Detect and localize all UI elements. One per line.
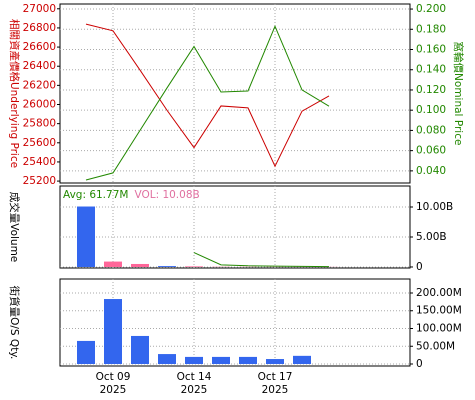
y2-tick-label: 0.160 [416, 44, 446, 56]
y-axis-label: 成交量Volume [8, 192, 21, 263]
y-tick-label: 25800 [23, 118, 56, 130]
y-tick-label: 0 [416, 358, 423, 370]
y2-tick-label: 0.080 [416, 124, 446, 136]
x-tick-label: Oct 09 2025 [95, 371, 131, 396]
bar [239, 356, 257, 365]
y-tick-label: 26800 [23, 22, 56, 34]
bar [131, 263, 149, 267]
y-tick-label: 25200 [23, 175, 56, 187]
y-axis-label: 街貨量O/S Qty. [8, 286, 21, 360]
y2-tick-label: 0.100 [416, 104, 446, 116]
plot-frame [59, 278, 411, 367]
y2-tick-label: 0.180 [416, 23, 446, 35]
y2-tick-label: 0.060 [416, 145, 446, 157]
plot-frame [59, 3, 411, 184]
annotation: VOL: 10.08B [134, 189, 199, 201]
y-tick-label: 26000 [23, 99, 56, 111]
y-tick-label: 26200 [23, 79, 56, 91]
series-line [85, 24, 330, 181]
bar [104, 299, 122, 365]
bar [158, 266, 176, 267]
y-tick-label: 5.00B [416, 231, 447, 243]
avg-line [193, 252, 330, 268]
bar [293, 355, 311, 365]
bar [77, 340, 95, 365]
y-tick-label: 10.00B [416, 201, 453, 213]
y-axis-label: 相關資產價格Underlying Price [8, 19, 21, 168]
x-tick-label: Oct 14 2025 [176, 371, 212, 396]
x-tick-label: Oct 17 2025 [257, 371, 293, 396]
y2-tick-label: 0.040 [416, 165, 446, 177]
bar [158, 354, 176, 365]
y-tick-label: 27000 [23, 3, 56, 15]
y2-axis-label: 窩輪價Nominal Price [452, 42, 465, 146]
bar [212, 356, 230, 365]
y-tick-label: 200.00M [416, 287, 462, 299]
y-tick-label: 50.00M [416, 340, 455, 352]
bar [77, 206, 95, 267]
y-tick-label: 25600 [23, 137, 56, 149]
bar [266, 359, 284, 365]
y-tick-label: 150.00M [416, 305, 462, 317]
y-tick-label: 26400 [23, 60, 56, 72]
y-tick-label: 26600 [23, 41, 56, 53]
bar [131, 335, 149, 365]
series-line [85, 23, 330, 168]
bar [104, 261, 122, 267]
y2-tick-label: 0.200 [416, 3, 446, 15]
plot-frame [59, 185, 411, 269]
y2-tick-label: 0.120 [416, 84, 446, 96]
y-tick-label: 25400 [23, 156, 56, 168]
bar [185, 266, 203, 267]
y-tick-label: 100.00M [416, 323, 462, 335]
y2-tick-label: 0.140 [416, 64, 446, 76]
y-tick-label: 0 [416, 261, 423, 273]
annotation: Avg: 61.77M [63, 189, 128, 201]
bar [185, 356, 203, 365]
